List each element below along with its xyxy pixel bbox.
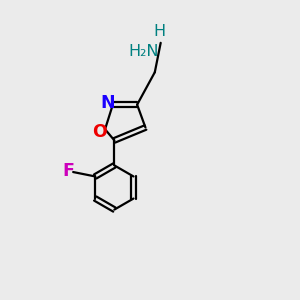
Text: N: N <box>100 94 115 112</box>
Text: H: H <box>153 24 165 39</box>
Text: O: O <box>92 123 106 141</box>
Text: H₂N: H₂N <box>129 44 159 59</box>
Text: F: F <box>63 163 75 181</box>
